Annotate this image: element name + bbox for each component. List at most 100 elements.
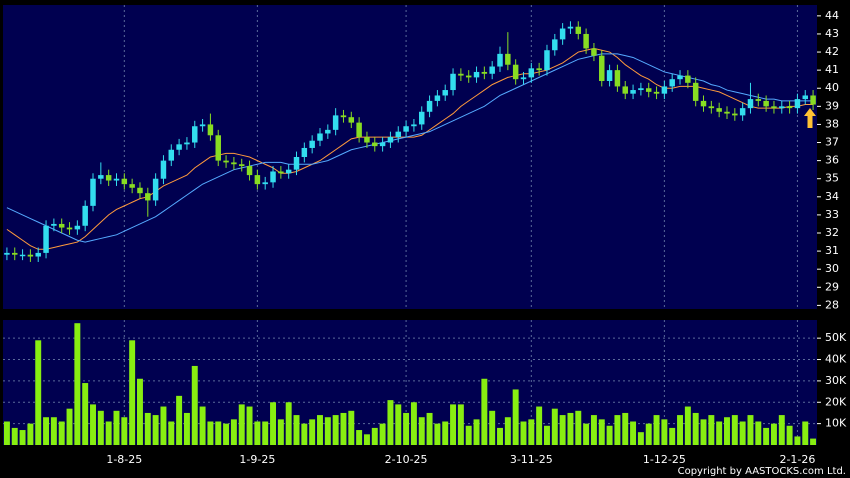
volume-bar xyxy=(645,423,652,445)
volume-bar xyxy=(363,434,370,445)
volume-bar xyxy=(230,419,237,445)
volume-bar xyxy=(504,417,511,445)
candle-body xyxy=(591,48,597,56)
candle-body xyxy=(630,90,636,94)
candle-body xyxy=(58,223,65,228)
volume-bar xyxy=(598,419,605,445)
volume-bar xyxy=(700,419,707,445)
y-tick-label: 20K xyxy=(825,395,847,408)
candle-body xyxy=(528,68,535,78)
volume-bar xyxy=(567,412,574,445)
volume-bar xyxy=(238,404,245,445)
x-tick-label: 3-11-25 xyxy=(510,453,553,466)
y-tick-label: 39 xyxy=(825,99,839,112)
candle-body xyxy=(379,142,386,147)
candle-body xyxy=(685,75,691,83)
candle-body xyxy=(231,162,237,165)
y-tick-label: 41 xyxy=(825,63,839,76)
volume-bar xyxy=(426,412,433,445)
volume-bar xyxy=(348,410,355,445)
volume-bar xyxy=(199,406,206,445)
x-tick-label: 1-8-25 xyxy=(106,453,142,466)
candle-body xyxy=(207,124,214,136)
candle-body xyxy=(270,171,276,183)
candle-body xyxy=(638,88,644,91)
volume-bar xyxy=(293,415,300,445)
volume-bar xyxy=(630,421,637,445)
candle-body xyxy=(387,137,394,143)
candle-body xyxy=(716,108,722,112)
candle-body xyxy=(552,39,558,51)
y-tick-label: 34 xyxy=(825,190,839,203)
volume-bar xyxy=(653,415,660,445)
volume-bar xyxy=(684,406,691,445)
candle-body xyxy=(802,95,808,100)
volume-bar xyxy=(802,421,809,445)
plot-layer: 1-8-25 1-9-25 2-10-25 3-11-25 1-12-25 2-1-26 2… xyxy=(3,5,847,466)
candle-body xyxy=(340,115,347,118)
volume-bar xyxy=(3,421,10,445)
volume-bar xyxy=(716,421,723,445)
volume-bar xyxy=(810,438,817,445)
volume-bar xyxy=(724,417,730,445)
volume-bar xyxy=(403,412,410,445)
candle-body xyxy=(653,91,660,94)
volume-bar xyxy=(481,378,488,445)
candle-body xyxy=(700,100,707,107)
candle-body xyxy=(285,169,292,174)
volume-bar xyxy=(285,402,292,445)
candle-body xyxy=(348,117,355,123)
candle-body xyxy=(356,122,362,138)
candle-body xyxy=(411,124,417,127)
volume-bar xyxy=(731,415,738,445)
candle-body xyxy=(27,254,34,257)
volume-bar xyxy=(379,423,386,445)
volume-bar xyxy=(543,425,550,445)
candle-body xyxy=(4,252,10,255)
y-tick-label: 38 xyxy=(825,117,839,130)
volume-bar xyxy=(755,421,762,445)
y-tick-label: 40 xyxy=(825,81,839,94)
volume-bar xyxy=(90,404,96,445)
candle-body xyxy=(238,164,245,167)
volume-bar xyxy=(121,417,128,445)
y-tick-label: 28 xyxy=(825,298,839,311)
y-tick-label: 33 xyxy=(825,208,839,221)
candle-body xyxy=(51,223,57,226)
y-tick-label: 35 xyxy=(825,172,839,185)
y-tick-label: 37 xyxy=(825,136,839,149)
candle-body xyxy=(184,142,190,145)
x-tick-label: 2-1-26 xyxy=(779,453,815,466)
volume-bar xyxy=(520,421,527,445)
volume-bar xyxy=(692,412,699,445)
volume-bar xyxy=(489,410,496,445)
candle-body xyxy=(12,252,18,255)
volume-bar xyxy=(113,410,120,445)
candle-body xyxy=(473,71,480,78)
candle-body xyxy=(364,137,370,143)
volume-bar xyxy=(82,383,89,445)
volume-bar xyxy=(74,323,81,445)
candle-body xyxy=(199,124,206,127)
y-tick-label: 30 xyxy=(825,262,839,275)
volume-bar xyxy=(50,417,57,445)
moving-average-line xyxy=(6,53,814,243)
candle-body xyxy=(724,111,730,114)
candle-body xyxy=(669,79,675,87)
volume-bar xyxy=(105,421,112,445)
candle-body xyxy=(536,68,542,71)
candle-body xyxy=(332,115,339,130)
candle-body xyxy=(145,193,151,201)
volume-bar xyxy=(97,410,104,445)
candle-body xyxy=(325,129,331,134)
volume-bar xyxy=(176,395,183,445)
volume-bar xyxy=(207,421,214,445)
volume-bar xyxy=(332,415,339,445)
candle-body xyxy=(395,131,401,138)
volume-bar xyxy=(270,402,277,445)
volume-bar xyxy=(583,423,590,445)
candle-body xyxy=(309,140,315,148)
candle-body xyxy=(465,75,472,78)
volume-bar xyxy=(215,421,222,445)
